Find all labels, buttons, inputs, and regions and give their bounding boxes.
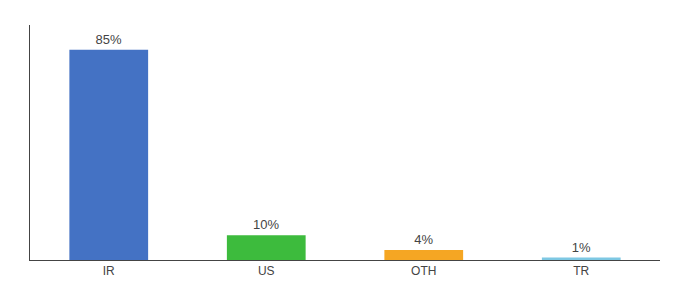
svg-text:85%: 85% [96, 32, 122, 47]
svg-text:10%: 10% [253, 217, 279, 232]
svg-text:TR: TR [573, 264, 589, 278]
svg-text:IR: IR [103, 264, 115, 278]
svg-text:1%: 1% [572, 240, 591, 255]
svg-text:US: US [258, 264, 275, 278]
svg-text:OTH: OTH [411, 264, 436, 278]
svg-text:4%: 4% [414, 232, 433, 247]
